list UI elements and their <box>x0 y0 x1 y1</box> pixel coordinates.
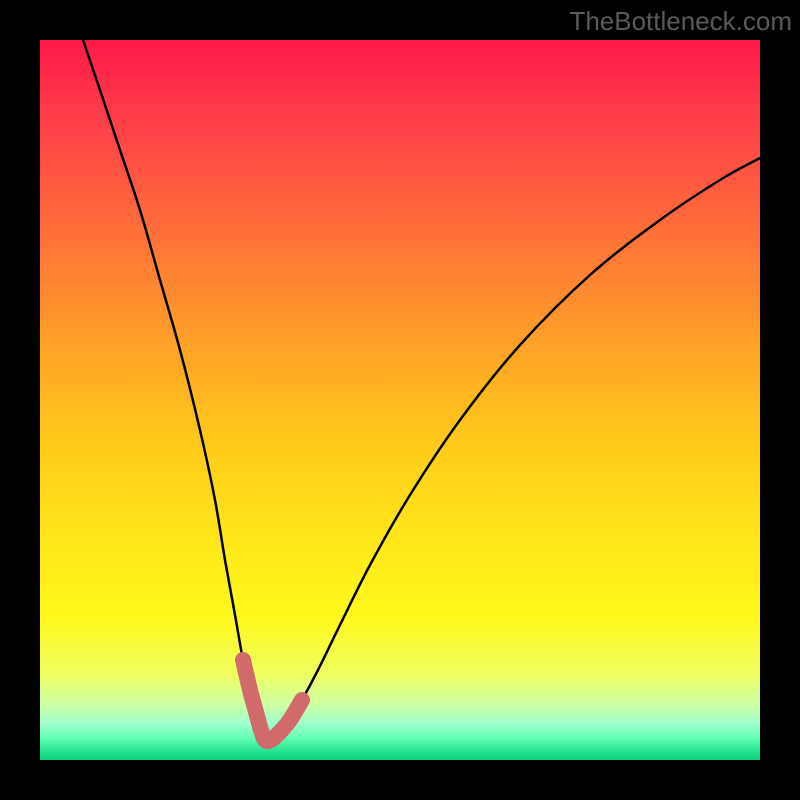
chart-plot-area <box>40 40 760 760</box>
chart-frame: TheBottleneck.com <box>0 0 800 800</box>
watermark-text: TheBottleneck.com <box>569 6 792 37</box>
